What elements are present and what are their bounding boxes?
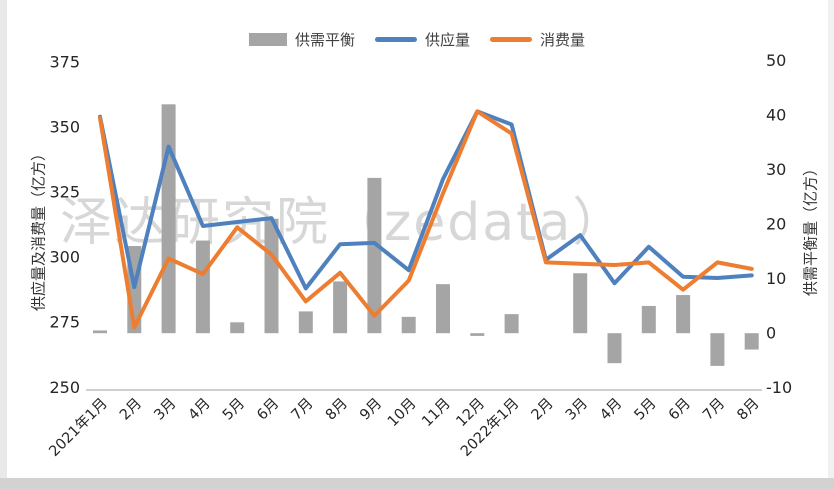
left-axis-tick-375: 375 (49, 53, 80, 72)
x-axis-label-8月: 8月 (734, 396, 762, 424)
left-axis-tick-350: 350 (49, 118, 80, 137)
bar-供需平衡-5月 (641, 305, 656, 334)
bar-供需平衡-6月 (264, 218, 279, 334)
x-axis-label-3月: 3月 (563, 396, 591, 424)
right-axis-tick-30: 30 (766, 160, 786, 179)
right-axis-tick-10: 10 (766, 269, 786, 288)
x-axis-label-6月: 6月 (666, 396, 694, 424)
line-swatch-icon-consumption (490, 37, 533, 42)
line-消费量 (98, 109, 754, 330)
legend-label-consumption: 消费量 (540, 31, 586, 49)
x-axis-label-3月: 3月 (151, 396, 179, 424)
x-axis-label-10月: 10月 (385, 396, 420, 431)
right-axis-tick-0: 0 (766, 324, 776, 343)
left-axis-tick-300: 300 (49, 248, 80, 267)
bar-供需平衡-3月 (161, 104, 176, 334)
line-swatch-icon-supply (374, 37, 417, 42)
x-axis-label-9月: 9月 (357, 396, 385, 424)
bar-供需平衡-12月 (470, 333, 485, 336)
right-axis-title: 供需平衡量（亿方） (801, 161, 820, 297)
x-axis-label-5月: 5月 (220, 396, 248, 424)
left-axis-title: 供应量及消费量（亿方） (29, 146, 48, 312)
chart-legend: 供需平衡 供应量 消费量 (248, 29, 585, 50)
line-供应量 (98, 109, 754, 291)
page-edge-left (0, 0, 7, 479)
bar-供需平衡-2021年1月 (93, 330, 107, 334)
bar-供需平衡-6月 (676, 295, 691, 334)
bar-swatch-icon (248, 33, 287, 46)
right-axis-tick--10: -10 (766, 378, 792, 397)
bar-供需平衡-4月 (607, 333, 622, 364)
right-axis-tick-50: 50 (766, 51, 786, 70)
left-axis-tick-250: 250 (49, 378, 80, 397)
bar-供需平衡-11月 (436, 284, 450, 334)
bar-供需平衡-8月 (744, 333, 759, 350)
legend-item-consumption: 消费量 (490, 29, 585, 50)
bar-供需平衡-2022年1月 (504, 314, 519, 334)
bar-供需平衡-9月 (367, 177, 382, 334)
x-axis-label-2021年1月: 2021年1月 (46, 395, 111, 460)
x-axis-label-6月: 6月 (254, 396, 282, 424)
legend-item-balance: 供需平衡 (248, 29, 355, 50)
bar-供需平衡-10月 (401, 316, 416, 334)
left-axis-tick-275: 275 (49, 313, 80, 332)
bar-供需平衡-7月 (298, 311, 313, 334)
x-axis-label-4月: 4月 (186, 396, 214, 424)
legend-item-supply: 供应量 (374, 29, 471, 50)
bar-供需平衡-8月 (333, 281, 348, 334)
x-axis-label-11月: 11月 (419, 396, 454, 431)
page-edge-right (828, 0, 834, 479)
right-axis-tick-40: 40 (766, 106, 786, 125)
x-axis-label-5月: 5月 (632, 396, 660, 424)
bar-供需平衡-7月 (710, 333, 725, 366)
legend-label-balance: 供需平衡 (294, 31, 355, 49)
x-axis-label-2月: 2月 (117, 396, 145, 424)
left-axis-tick-325: 325 (49, 183, 80, 202)
right-axis-tick-20: 20 (766, 215, 786, 234)
x-axis-label-8月: 8月 (323, 396, 351, 424)
x-axis-label-7月: 7月 (700, 396, 728, 424)
bar-供需平衡-4月 (195, 240, 210, 334)
bar-供需平衡-5月 (230, 322, 245, 334)
bar-供需平衡-3月 (573, 273, 588, 334)
legend-label-supply: 供应量 (424, 31, 471, 49)
page-edge-bottom (0, 478, 834, 489)
x-axis-label-2月: 2月 (529, 396, 557, 424)
x-axis-label-4月: 4月 (597, 396, 625, 424)
x-axis-label-7月: 7月 (289, 396, 317, 424)
